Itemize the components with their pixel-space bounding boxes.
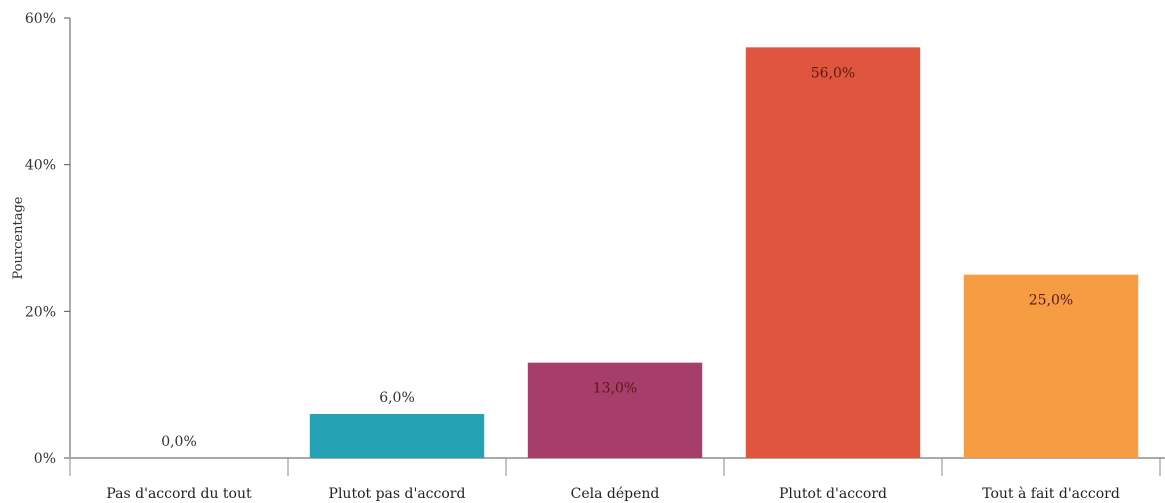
bar — [963, 274, 1139, 458]
y-tick-label: 60% — [25, 11, 56, 27]
bar — [745, 47, 921, 458]
bars — [309, 47, 1139, 458]
data-labels: 0,0% 6,0% 13,0% 56,0% 25,0% — [161, 65, 1073, 450]
data-label: 56,0% — [811, 65, 855, 81]
data-label: 6,0% — [379, 390, 415, 406]
x-tick-label: Tout à fait d'accord — [982, 485, 1120, 502]
y-tick-label: 0% — [34, 451, 56, 467]
x-tick-label: Plutot pas d'accord — [329, 486, 466, 502]
data-label: 25,0% — [1029, 293, 1073, 309]
y-tick-label: 40% — [25, 158, 56, 174]
x-tick-label: Plutot d'accord — [779, 486, 887, 502]
data-label: 0,0% — [161, 434, 197, 450]
bar — [309, 414, 485, 458]
y-tick-label: 20% — [25, 304, 56, 320]
y-axis: 0% 20% 40% 60% — [25, 11, 71, 467]
x-tick-label: Pas d'accord du tout — [106, 486, 252, 502]
data-label: 13,0% — [593, 381, 637, 397]
y-axis-title: Pourcentage — [11, 196, 26, 279]
bar — [527, 362, 703, 458]
x-tick-label: Cela dépend — [571, 486, 660, 502]
x-axis: Pas d'accord du tout Plutot pas d'accord C… — [64, 457, 1165, 502]
